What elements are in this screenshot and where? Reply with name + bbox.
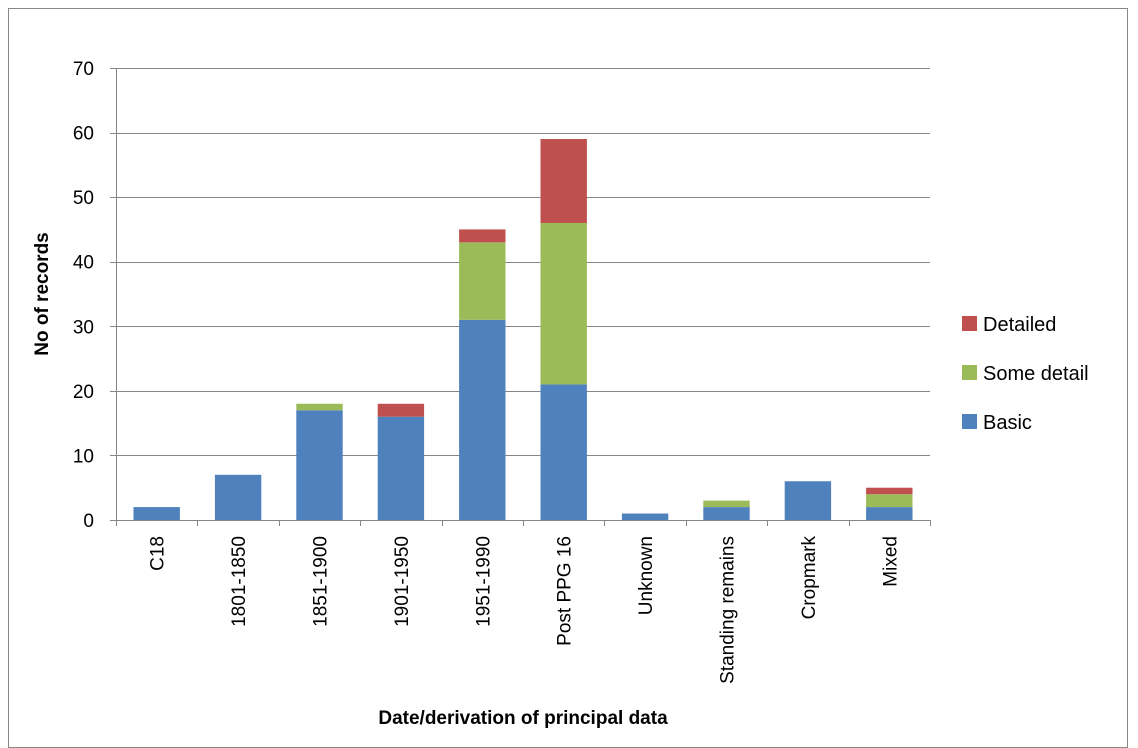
bar-some-detail — [703, 500, 750, 508]
x-tick-label: Post PPG 16 — [555, 536, 576, 646]
bars — [133, 139, 913, 520]
bar-some-detail — [540, 222, 587, 385]
bar-basic — [621, 513, 669, 520]
bar-some-detail — [459, 242, 506, 320]
bar-basic — [866, 507, 913, 520]
y-tick-label: 0 — [83, 511, 94, 532]
y-tick-labels: 0 10 20 30 40 50 60 70 — [73, 59, 94, 532]
y-tick-label: 10 — [73, 446, 94, 467]
x-tick-label: Unknown — [636, 536, 657, 615]
legend-label: Basic — [983, 412, 1032, 434]
gridlines — [116, 68, 930, 456]
x-tick-label: C18 — [148, 536, 169, 571]
legend: Detailed Some detail Basic — [962, 314, 1089, 434]
bar-basic — [377, 416, 425, 520]
x-tick-label: 1951-1990 — [473, 536, 494, 627]
bar-basic — [703, 507, 750, 520]
bar-basic — [784, 481, 832, 520]
x-tick-label: Mixed — [880, 536, 901, 587]
legend-label: Some detail — [983, 363, 1089, 385]
bar-detailed — [540, 139, 587, 223]
x-tick-label: Standing remains — [718, 536, 739, 684]
y-tick-label: 50 — [73, 188, 94, 209]
y-tick-label: 20 — [73, 382, 94, 403]
bar-basic — [214, 474, 262, 520]
legend-swatch — [962, 365, 977, 380]
bar-detailed — [459, 229, 506, 243]
y-tick-label: 40 — [73, 253, 94, 274]
bar-some-detail — [296, 403, 343, 411]
axes — [110, 68, 931, 526]
bar-detailed — [866, 487, 913, 495]
bar-some-detail — [866, 494, 913, 508]
legend-swatch — [962, 414, 977, 429]
x-tick-label: 1801-1850 — [229, 536, 250, 627]
x-tick-labels: C18 1801-1850 1851-1900 1901-1950 1951-1990 P… — [148, 536, 902, 684]
bar-basic — [540, 384, 587, 520]
y-tick-label: 70 — [73, 59, 94, 80]
x-tick-label: 1851-1900 — [311, 536, 332, 627]
x-axis-title: Date/derivation of principal data — [378, 708, 668, 729]
legend-swatch — [962, 316, 977, 331]
legend-label: Detailed — [983, 314, 1056, 336]
y-axis-title: No of records — [32, 232, 53, 356]
bar-basic — [459, 319, 506, 520]
bar-detailed — [377, 403, 425, 417]
y-tick-label: 60 — [73, 124, 94, 145]
y-tick-label: 30 — [73, 317, 94, 338]
x-tick-label: 1901-1950 — [392, 536, 413, 627]
bar-basic — [133, 507, 180, 520]
stacked-bar-chart: 0 10 20 30 40 50 60 70 C18 1801-1850 1851-1900 190… — [32, 59, 1089, 729]
bar-basic — [296, 410, 343, 520]
x-tick-label: Cropmark — [799, 536, 820, 620]
